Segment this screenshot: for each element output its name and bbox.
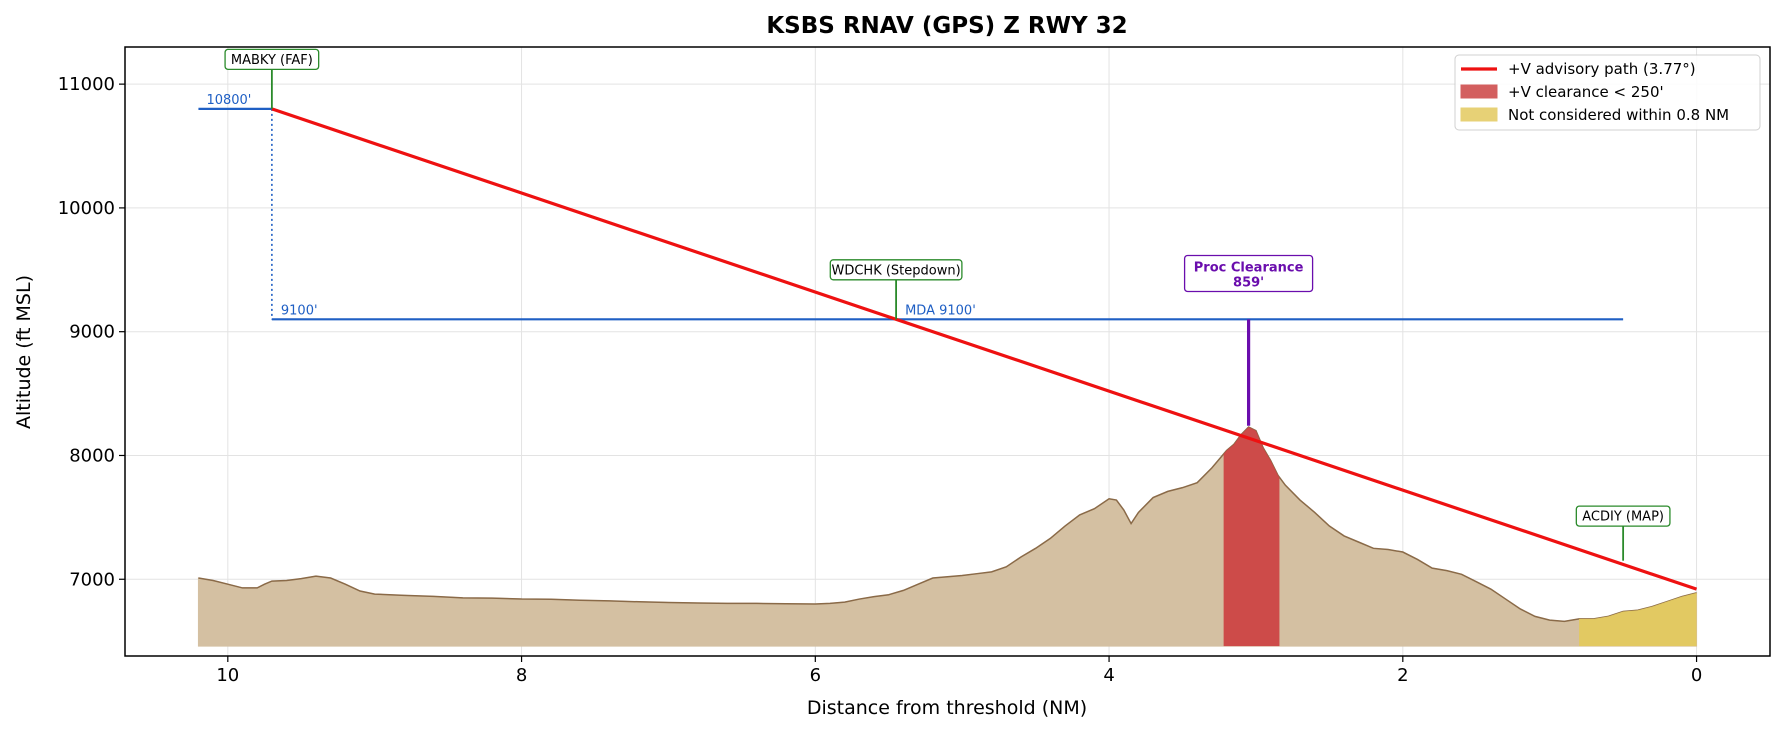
y-tick-label: 10000 — [58, 198, 115, 219]
annotations: MABKY (FAF) WDCHK (Stepdown) ACDIY (MAP) Pr… — [224, 48, 1671, 561]
x-tick-label: 8 — [516, 665, 527, 686]
waypoint-label: WDCHK (Stepdown) — [831, 263, 960, 278]
y-tick-label: 8000 — [69, 445, 115, 466]
minimums: 10800' 9100' MDA 9100' — [198, 93, 1624, 321]
clearance-bands — [1223, 427, 1697, 647]
legend: +V advisory path (3.77°) +V clearance < 2… — [1454, 54, 1761, 131]
waypoint-box — [224, 48, 320, 71]
legend-swatch — [1460, 107, 1498, 122]
x-tick-label: 10 — [216, 665, 239, 686]
band-not-considered-within-0-8-nm — [1579, 592, 1697, 647]
proc-clearance-label: Proc Clearance — [1194, 261, 1304, 276]
advisory-path — [271, 107, 1698, 591]
waypoint-box — [829, 259, 963, 281]
x-tick-label: 2 — [1397, 665, 1408, 686]
x-axis-label: Distance from threshold (NM) — [807, 697, 1087, 719]
y-tick-label: 9000 — [69, 322, 115, 343]
chart-title: KSBS RNAV (GPS) Z RWY 32 — [766, 13, 1127, 39]
waypoint-label: MABKY (FAF) — [231, 53, 313, 68]
legend-item: +V advisory path (3.77°) — [1461, 60, 1696, 78]
y-tick-label: 11000 — [58, 74, 115, 95]
advisory-path-line — [271, 107, 1698, 591]
waypoint-annotation: WDCHK (Stepdown) — [829, 259, 963, 320]
mda-label: MDA 9100' — [905, 303, 976, 318]
x-tick-label: 0 — [1691, 665, 1702, 686]
proc-clearance-box — [1183, 254, 1314, 293]
legend-item: +V clearance < 250' — [1460, 83, 1664, 101]
waypoint-label: ACDIY (MAP) — [1582, 510, 1664, 525]
y-tick-label: 7000 — [69, 569, 115, 590]
mda-start-label: 9100' — [281, 303, 318, 318]
waypoint-annotation: ACDIY (MAP) — [1575, 505, 1671, 561]
x-tick-label: 6 — [810, 665, 821, 686]
axes: 10 8 6 4 2 0 7000 8000 9000 10000 11000 — [58, 74, 1703, 686]
legend-label: +V advisory path (3.77°) — [1508, 60, 1696, 78]
waypoint-annotation: MABKY (FAF) — [224, 48, 320, 109]
legend-swatch — [1460, 84, 1498, 99]
x-tick-label: 4 — [1103, 665, 1114, 686]
faf-altitude-label: 10800' — [206, 93, 251, 108]
legend-box — [1454, 54, 1761, 131]
legend-label: +V clearance < 250' — [1508, 83, 1664, 101]
terrain — [197, 426, 1698, 647]
waypoint-box — [1575, 505, 1671, 527]
legend-label: Not considered within 0.8 NM — [1508, 106, 1729, 124]
plot-frame — [124, 46, 1771, 657]
band--v-clearance-250- — [1223, 427, 1280, 647]
legend-item: Not considered within 0.8 NM — [1460, 106, 1729, 124]
proc-clearance-value: 859' — [1233, 276, 1264, 291]
y-axis-label: Altitude (ft MSL) — [13, 275, 35, 429]
terrain-outline — [198, 426, 1697, 623]
